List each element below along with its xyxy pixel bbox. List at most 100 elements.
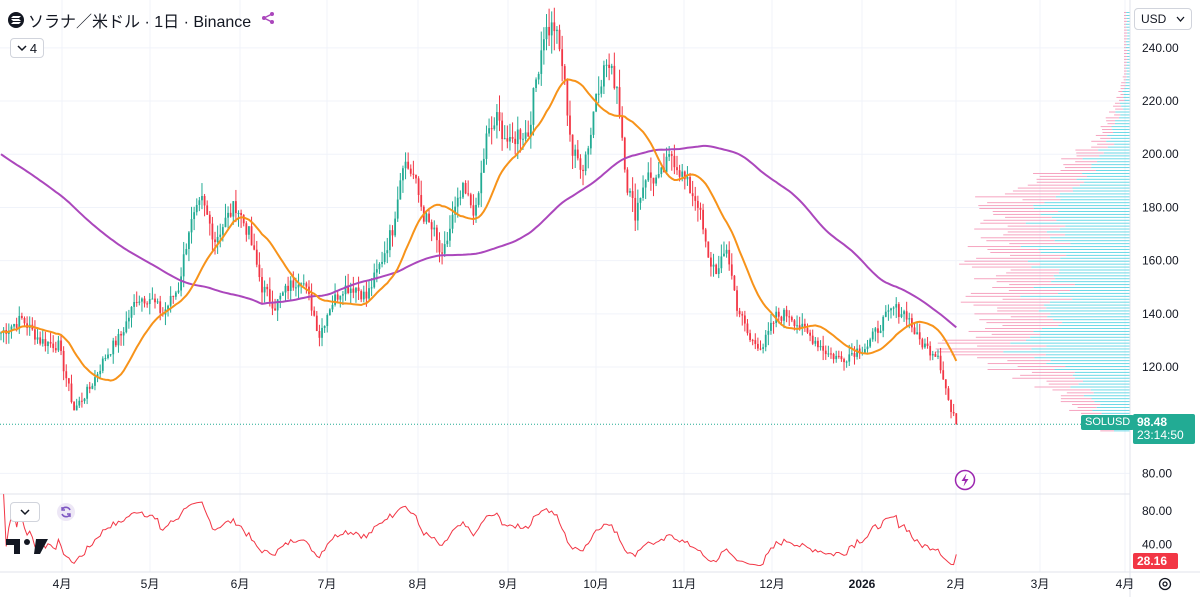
- vp-bar-up-130: [1127, 50, 1130, 52]
- candle-42: [109, 353, 112, 357]
- vp-bar-up-71: [1025, 222, 1130, 224]
- candle-350: [913, 323, 916, 335]
- vp-bar-up-69: [1059, 228, 1130, 230]
- symbol-title[interactable]: ソラナ／米ドル · 1日 · Binance: [28, 14, 252, 31]
- vp-bar-down-102: [1102, 132, 1114, 133]
- candle-12: [31, 317, 34, 331]
- candle-244: [636, 189, 639, 231]
- price-tick-0: 80.00: [1142, 466, 1172, 480]
- candle-72: [188, 230, 190, 262]
- vp-bar-up-19: [1072, 374, 1130, 376]
- candle-20: [52, 335, 55, 353]
- candle-94: [245, 221, 248, 242]
- candle-259: [676, 155, 678, 175]
- vp-bar-down-12: [1060, 395, 1084, 397]
- vp-bar-up-136: [1127, 32, 1130, 34]
- candle-288: [751, 338, 754, 346]
- candle-103: [268, 277, 271, 307]
- vp-bar-down-40: [974, 313, 1051, 315]
- candle-238: [621, 106, 624, 141]
- vp-bar-up-58: [1027, 260, 1130, 262]
- vp-bar-down-143: [1124, 12, 1127, 13]
- vp-bar-down-33: [991, 333, 1041, 335]
- price-axis[interactable]: 80.00 120.00 140.00 160.00 180.00 200.00 220.0…: [1142, 41, 1179, 481]
- vp-bar-up-44: [1049, 301, 1130, 303]
- candle-124: [323, 325, 326, 333]
- vp-bar-up-84: [1079, 184, 1130, 186]
- candles: [0, 7, 958, 425]
- vp-bar-down-13: [1066, 392, 1094, 394]
- candle-183: [477, 191, 480, 208]
- vp-bar-down-79: [1022, 199, 1061, 201]
- candle-24: [62, 346, 65, 381]
- candle-167: [435, 224, 438, 253]
- vp-bar-down-129: [1124, 53, 1127, 54]
- candle-59: [154, 293, 156, 309]
- candle-358: [934, 351, 937, 357]
- settings-gear-icon[interactable]: [1158, 577, 1172, 591]
- candle-335: [874, 326, 877, 342]
- vp-bar-down-114: [1116, 96, 1124, 98]
- lightning-icon[interactable]: [954, 469, 976, 491]
- vp-bar-up-38: [1053, 319, 1130, 321]
- candle-196: [511, 122, 514, 143]
- candle-110: [287, 276, 289, 300]
- vp-bar-down-26: [951, 354, 1046, 356]
- vp-bar-down-97: [1091, 146, 1108, 148]
- candle-270: [704, 227, 707, 248]
- vp-bar-down-59: [976, 257, 1061, 259]
- candle-364: [950, 399, 952, 419]
- vp-bar-down-94: [1076, 155, 1100, 157]
- candle-194: [506, 125, 509, 149]
- vp-bar-up-135: [1127, 35, 1130, 37]
- time-axis[interactable]: 4月 5月 6月 7月 8月 9月 10月 11月 12月 2026 2月 3月 4月: [53, 577, 1135, 591]
- vp-bar-down-100: [1100, 137, 1111, 139]
- vp-bar-up-78: [1044, 202, 1130, 204]
- vp-bar-down-44: [960, 301, 1050, 303]
- vp-bar-down-10: [1060, 401, 1095, 403]
- candle-247: [644, 179, 647, 200]
- share-icon[interactable]: [261, 11, 275, 30]
- vp-bar-up-113: [1124, 99, 1130, 101]
- candle-48: [125, 311, 128, 334]
- candle-135: [352, 276, 355, 299]
- vp-bar-up-95: [1103, 152, 1130, 154]
- candle-278: [725, 244, 728, 258]
- candle-332: [866, 339, 869, 353]
- vp-bar-up-141: [1126, 17, 1130, 19]
- vp-bar-up-15: [1070, 386, 1130, 388]
- candle-125: [326, 313, 329, 333]
- vp-bar-up-83: [1072, 187, 1130, 189]
- tradingview-logo-icon[interactable]: [6, 536, 48, 556]
- vp-bar-up-54: [1058, 272, 1130, 274]
- vp-bar-down-80: [975, 196, 1056, 198]
- candle-19: [49, 332, 52, 348]
- vp-bar-up-119: [1125, 82, 1130, 84]
- vp-bar-down-45: [1002, 298, 1073, 300]
- candle-197: [514, 131, 517, 155]
- vp-bar-down-90: [1064, 167, 1092, 169]
- price-tick-1: 120.00: [1142, 360, 1179, 374]
- candle-49: [127, 309, 130, 329]
- candle-269: [702, 203, 704, 235]
- vp-bar-up-28: [1031, 348, 1130, 350]
- price-tick-3: 160.00: [1142, 254, 1179, 268]
- candle-67: [174, 290, 177, 300]
- refresh-icon[interactable]: [56, 502, 76, 522]
- currency-select[interactable]: USD: [1134, 8, 1192, 30]
- candle-173: [451, 201, 454, 234]
- time-tick-0: 4月: [53, 577, 72, 591]
- vp-bar-down-30: [937, 342, 1011, 344]
- candle-116: [302, 274, 305, 287]
- rsi-collapse-button[interactable]: [10, 502, 40, 522]
- vp-bar-down-136: [1124, 32, 1128, 34]
- vp-bar-up-123: [1126, 70, 1130, 72]
- candle-192: [501, 112, 504, 151]
- vp-bar-down-53: [995, 275, 1054, 277]
- time-tick-12: 4月: [1116, 577, 1135, 591]
- candle-193: [503, 125, 506, 140]
- candle-176: [459, 190, 462, 206]
- indicators-toggle-button[interactable]: 4: [10, 38, 44, 58]
- candle-320: [835, 350, 838, 363]
